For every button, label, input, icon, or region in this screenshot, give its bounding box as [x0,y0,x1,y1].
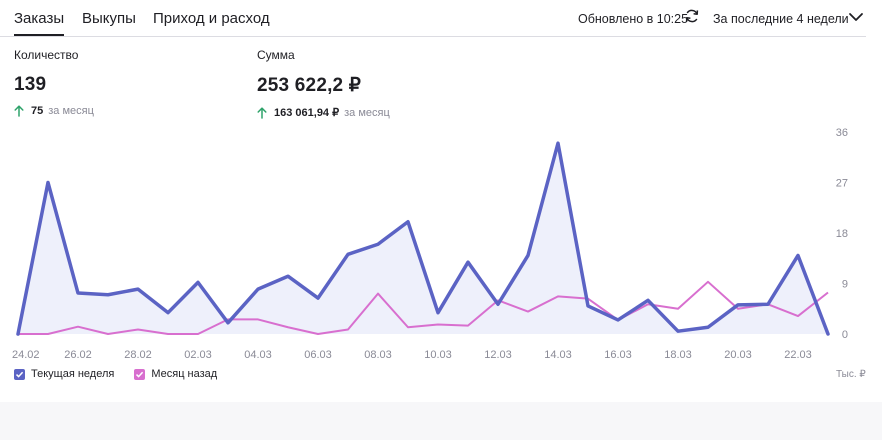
y-tick-label: 0 [842,329,848,341]
x-tick-label: 22.03 [784,349,812,361]
orders-area-chart: 0 9 18 27 36 24.02 26.02 28.02 02.03 04.03 06.03 0… [12,127,848,361]
metric-sum-label: Сумма [257,48,295,62]
y-tick-label: 27 [836,178,848,190]
metric-quantity: Количество 139 75 за месяц [14,48,94,117]
current-series-area [18,143,828,334]
metric-quantity-value: 139 [14,74,47,95]
y-tick-label: 36 [836,127,848,139]
x-tick-label: 20.03 [724,349,752,361]
metric-sum-value: 253 622,2 ₽ [257,75,362,96]
checkbox-icon[interactable] [14,368,25,380]
period-select[interactable]: За последние 4 недели [713,12,849,26]
legend-label-current: Текущая неделя [31,368,115,380]
arrow-up-icon [14,105,24,117]
x-tick-label: 24.02 [12,349,40,361]
current-series-line [16,141,830,336]
metric-quantity-delta-value: 75 [31,105,44,117]
metric-quantity-label: Количество [14,48,79,62]
x-tick-label: 16.03 [604,349,632,361]
x-tick-label: 28.02 [124,349,152,361]
tab-buyouts[interactable]: Выкупы [82,10,136,27]
tab-orders[interactable]: Заказы [14,10,65,36]
y-unit-label: Тыс. ₽ [836,369,866,380]
page-background [0,402,882,440]
x-tick-label: 18.03 [664,349,692,361]
arrow-up-icon [257,106,267,119]
metric-quantity-delta-label: за месяц [48,105,94,117]
y-tick-label: 9 [842,279,848,291]
x-tick-label: 06.03 [304,349,332,361]
y-tick-label: 18 [836,228,848,240]
checkbox-icon[interactable] [134,368,146,380]
widget-header: Заказы Выкупы Приход и расход Обновлено … [0,0,866,37]
metric-quantity-delta: 75 за месяц [14,105,94,117]
legend-item-current[interactable]: Текущая неделя [14,368,114,380]
updated-time: Обновлено в 10:25 [578,12,689,26]
metric-sum-delta-value: 163 061,94 ₽ [274,107,340,119]
x-tick-label: 08.03 [364,349,392,361]
x-tick-label: 12.03 [484,349,512,361]
x-tick-label: 10.03 [424,349,452,361]
x-tick-label: 02.03 [184,349,212,361]
x-tick-label: 14.03 [544,349,572,361]
chevron-down-icon[interactable] [848,11,864,23]
tab-income-expense[interactable]: Приход и расход [153,10,270,27]
metric-sum-delta: 163 061,94 ₽ за месяц [257,106,390,119]
metric-sum: Сумма 253 622,2 ₽ 163 061,94 ₽ за месяц [257,48,390,119]
chart-legend: Текущая неделя Месяц назад [14,368,237,380]
x-tick-label: 26.02 [64,349,92,361]
previous-series-line [18,280,829,335]
x-tick-label: 04.03 [244,349,272,361]
legend-item-previous[interactable]: Месяц назад [134,368,217,380]
refresh-icon[interactable] [684,8,700,24]
orders-widget: Заказы Выкупы Приход и расход Обновлено … [0,0,866,380]
metric-sum-delta-label: за месяц [344,106,390,119]
legend-label-previous: Месяц назад [151,368,218,380]
